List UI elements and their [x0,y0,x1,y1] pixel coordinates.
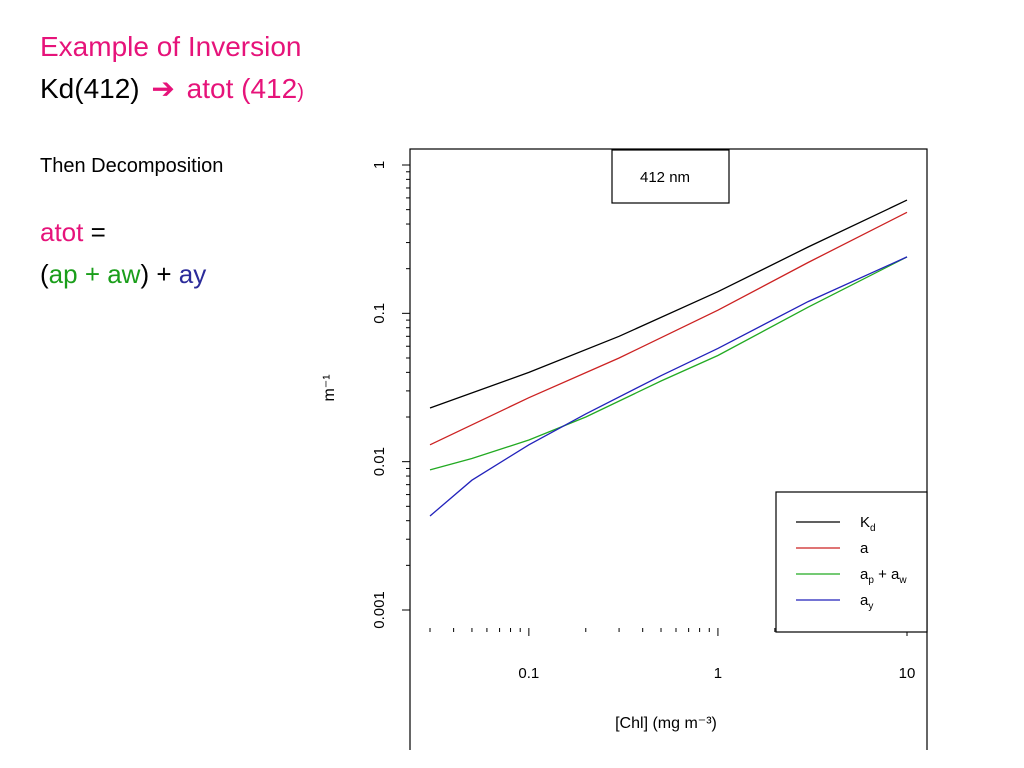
equation-line2: (ap + aw) + ay [40,258,206,290]
slide-title: Example of Inversion [40,30,301,64]
annotation-frame [611,149,730,204]
kd412-text: Kd(412) [40,73,140,104]
plot-frame [409,148,928,750]
x-axis-title: [Chl] (mg m⁻³) [615,715,717,732]
annotation-text: 412 nm [640,169,690,186]
x-tick-label: 10 [899,665,916,682]
eq-atot: atot [40,217,84,247]
y-axis: 1 0.1 0.01 0.001 [371,161,410,629]
series-lines [429,199,908,517]
title-line1-text: Example of Inversion [40,31,302,62]
y-tick-label: 0.001 [371,591,388,629]
right-arrow-icon: ➔ [151,73,175,104]
y-tick-label: 0.1 [371,303,388,324]
subtitle-decomposition: Then Decomposition [40,155,224,177]
x-tick-label: 1 [714,665,722,682]
x-axis: 0.1 1 10 [429,628,916,682]
eq-ay: ay [178,259,207,289]
legend-label: Kd [860,514,876,534]
y-tick-label: 0.01 [371,447,388,476]
eq-ap-aw: ap + aw [48,259,141,289]
slide-title-line2: Kd(412) ➔ atot (412) [40,72,304,109]
eq-close-plus: ) + [140,259,179,289]
absorption-chart: 1 0.1 0.01 0.001 0.1 1 10 412 nm Kd a ap + aw ay… [321,148,928,750]
eq-open-paren: ( [40,259,49,289]
series-line-a [429,211,908,446]
series-line-kd [429,199,908,409]
annotation-box: 412 nm [611,149,730,204]
series-line-ap-aw [429,256,908,471]
y-axis-title: m⁻¹ [321,374,338,401]
legend-label: a [860,540,869,557]
equation-line1: atot = [40,216,106,248]
legend: Kd a ap + aw ay [775,491,928,633]
x-tick-label: 0.1 [518,665,539,682]
y-tick-label: 1 [371,161,388,169]
series-line-ay [429,256,908,517]
legend-label: ay [860,592,873,612]
atot412-text: atot (412 [186,73,298,104]
legend-frame [775,491,928,633]
eq-equals: = [83,217,106,247]
closing-paren: ) [297,81,304,103]
legend-label: ap + aw [860,566,907,586]
